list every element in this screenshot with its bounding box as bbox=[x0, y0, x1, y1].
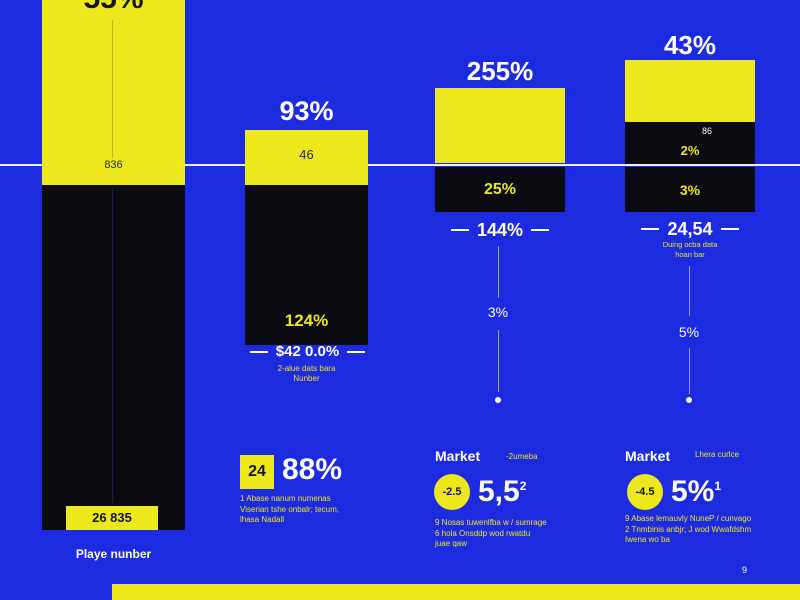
col4-top-value: 43% bbox=[663, 30, 717, 60]
col3-stat-row: 144% bbox=[420, 221, 580, 239]
col2-footnote-2: Viserian tshe onbalr; tecum, bbox=[240, 504, 340, 514]
col4-stat-caption-line2: hoan bar bbox=[675, 250, 705, 259]
col1-bottom-badge: 26 835 bbox=[66, 506, 158, 530]
col3-drop-line-upper bbox=[498, 246, 499, 298]
baseline-rule bbox=[0, 164, 800, 166]
col2-footnote-1: 1 Abase nanum numenas bbox=[240, 494, 331, 503]
col3-footnote-1: 9 Nosas tuwenlfba w / sumrage bbox=[435, 518, 547, 527]
col4-endpoint-dot bbox=[686, 397, 692, 403]
col4-big-stat-sup: 1 bbox=[714, 479, 722, 493]
col3-drop-line-lower bbox=[498, 330, 499, 392]
col4-stat-caption: Duing ocba data hoan bar bbox=[625, 240, 755, 260]
col1-black-centerline bbox=[112, 188, 113, 503]
col4-delta-circle: -4.5 bbox=[627, 474, 663, 510]
col2-stat-caption-line1: 2-alue dats bara bbox=[277, 364, 336, 373]
col3-footnotes: 9 Nosas tuwenlfba w / sumrage 6 hola Ons… bbox=[435, 518, 575, 550]
col2-black-bar bbox=[245, 185, 368, 345]
col4-footnote-1: 9 Abase lemauvly NuneP / cunvago bbox=[625, 514, 752, 523]
col3-tick-right bbox=[531, 229, 550, 231]
col4-stat-caption-line1: Duing ocba data bbox=[662, 240, 718, 249]
col2-stat-caption-line2: Nunber bbox=[293, 374, 320, 383]
col2-big-stat: 88% bbox=[282, 453, 343, 486]
footer-tick-label: 9 bbox=[742, 565, 748, 575]
col3-mid-value: 3% bbox=[487, 304, 509, 320]
col4-tick-left bbox=[641, 228, 660, 230]
col3-big-stat: 5,52 bbox=[478, 477, 526, 507]
col2-footnotes: 1 Abase nanum numenas Viserian tshe onba… bbox=[240, 494, 380, 526]
col2-top-value: 93% bbox=[279, 96, 334, 126]
col3-big-stat-sup: 2 bbox=[519, 479, 527, 493]
col1-yellow-bar bbox=[42, 0, 185, 185]
col4-big-stat: 5%1 bbox=[671, 477, 721, 507]
col2-yellow-bar bbox=[245, 130, 368, 185]
col4-yellow-bar bbox=[625, 60, 755, 122]
col1-yellow-value: 836 bbox=[104, 159, 123, 171]
col3-delta-circle: -2.5 bbox=[434, 474, 470, 510]
col4-black-upper-value: 2% bbox=[680, 143, 700, 158]
col4-mid-value: 5% bbox=[678, 324, 700, 340]
col3-stat-value: 144% bbox=[476, 220, 524, 240]
col4-footnote-2: 2 Tnmbinis anbjr; J wod Wwafdshm bbox=[625, 524, 752, 534]
col3-black-value: 25% bbox=[483, 181, 517, 198]
col3-endpoint-dot bbox=[495, 397, 501, 403]
col4-section-title: Market bbox=[625, 448, 671, 464]
col4-big-stat-value: 5% bbox=[671, 475, 715, 508]
col4-drop-line-upper bbox=[689, 266, 690, 316]
col3-top-value: 255% bbox=[466, 56, 534, 86]
col4-footnote-3: Iwena wo ba bbox=[625, 535, 670, 544]
col2-tick-left bbox=[249, 350, 268, 353]
col2-footnote-3: lhasa Nadall bbox=[240, 515, 285, 524]
col2-stat-row: $42 0.0% bbox=[215, 344, 400, 359]
col2-yellow-value: 46 bbox=[299, 147, 314, 162]
col3-big-stat-value: 5,5 bbox=[478, 475, 520, 508]
col2-tick-right bbox=[347, 350, 366, 353]
col1-yellow-centerline bbox=[112, 20, 113, 158]
col2-stat-value: $42 0.0% bbox=[275, 343, 340, 360]
col4-black-bar-lower bbox=[625, 167, 755, 212]
col4-stat-value: 24,54 bbox=[667, 219, 713, 239]
col1-top-value: 55% bbox=[42, 0, 185, 14]
col3-section-title: Market bbox=[435, 448, 481, 464]
col2-black-value: 124% bbox=[284, 311, 329, 330]
col4-tick-right bbox=[720, 228, 739, 230]
col3-section-note: -2umeba bbox=[506, 452, 538, 461]
footer-yellow-bar bbox=[112, 584, 800, 600]
col4-footnotes: 9 Abase lemauvly NuneP / cunvago 2 Tnmbi… bbox=[625, 514, 775, 546]
col2-highlight-badge: 24 bbox=[240, 455, 274, 489]
col3-black-bar bbox=[435, 167, 565, 212]
col4-black-lower-value: 3% bbox=[679, 182, 701, 198]
col3-footnote-2: 6 hola Onsddp wod rwatdu bbox=[435, 528, 531, 538]
col1-caption: Playe nunber bbox=[75, 547, 152, 561]
col4-black-bar-upper bbox=[625, 122, 755, 164]
col3-yellow-bar bbox=[435, 88, 565, 163]
col2-stat-caption: 2-alue dats bara Nunber bbox=[245, 364, 368, 384]
col4-section-note: Lhera curlce bbox=[695, 450, 740, 459]
col4-stat-row: 24,54 bbox=[610, 220, 770, 238]
col4-drop-line-lower bbox=[689, 348, 690, 394]
col1-black-bar bbox=[42, 185, 185, 530]
col4-black-upper-small-value: 86 bbox=[702, 126, 713, 136]
col3-tick-left bbox=[450, 229, 469, 231]
col3-footnote-3: juae qaw bbox=[435, 539, 468, 548]
